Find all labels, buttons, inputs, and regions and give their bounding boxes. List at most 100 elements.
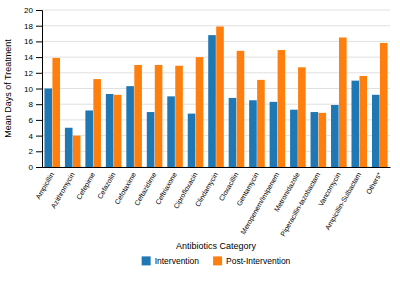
tick-mark	[36, 26, 42, 27]
tick-label: Others*	[365, 171, 383, 195]
bar	[126, 86, 134, 167]
tick: Azithromycin	[50, 171, 77, 210]
bar	[380, 43, 388, 167]
tick: 4	[29, 132, 42, 141]
bar	[175, 66, 183, 167]
tick-label: 12	[24, 69, 33, 78]
tick-mark	[36, 73, 42, 74]
tick: Piperacillin-tazobactam	[279, 171, 322, 238]
tick-mark	[36, 136, 42, 137]
bar	[167, 96, 175, 167]
tick: Ampicillin-Sulbactam	[324, 171, 363, 231]
tick-label: 10	[24, 85, 33, 94]
tick: 0	[29, 163, 42, 172]
legend-item: Intervention	[142, 256, 200, 266]
tick: 16	[24, 37, 42, 46]
tick: 18	[24, 22, 42, 31]
tick: Cefotaxime	[113, 171, 137, 205]
legend-swatch	[142, 256, 151, 265]
x-axis: AmpicillinAzithromycinCefepimeCefazolinC…	[34, 168, 390, 238]
grid-line	[42, 10, 390, 11]
tick-label: Cloxacillin	[218, 171, 240, 202]
tick-label: 18	[24, 22, 33, 31]
tick-label: 20	[24, 6, 33, 15]
bar	[147, 112, 155, 167]
tick-label: Ampicillin	[34, 171, 56, 201]
bar	[352, 81, 360, 167]
bar	[339, 37, 347, 167]
tick-mark	[36, 41, 42, 42]
tick-label: Piperacillin-tazobactam	[279, 171, 322, 238]
tick-label: 16	[24, 37, 33, 46]
tick: 20	[24, 6, 42, 15]
legend-swatch	[213, 256, 222, 265]
grid-line	[42, 41, 390, 42]
grid-line	[42, 72, 390, 73]
bar	[106, 94, 114, 167]
plot: 02468101214161820AmpicillinAzithromycinC…	[24, 6, 390, 238]
tick: 14	[24, 53, 42, 62]
tick: Cloxacillin	[218, 171, 240, 202]
y-axis-title: Mean Days of Treatment	[3, 39, 13, 138]
bar	[114, 95, 122, 167]
bar	[249, 100, 257, 167]
chart: 02468101214161820AmpicillinAzithromycinC…	[0, 0, 400, 287]
tick-label: 2	[29, 147, 34, 156]
tick: Others*	[365, 171, 383, 195]
tick-mark	[36, 120, 42, 121]
bar	[290, 110, 298, 167]
bars	[44, 26, 387, 167]
legend: Intervention Post-Intervention	[142, 256, 291, 266]
bar	[196, 57, 204, 167]
tick-label: Clindamycin	[194, 171, 220, 208]
bar	[44, 89, 52, 168]
bar	[73, 136, 81, 167]
tick: 6	[29, 116, 42, 125]
bar	[208, 35, 216, 167]
bar	[155, 65, 163, 167]
bar	[52, 58, 60, 167]
tick-label: Ampicillin-Sulbactam	[324, 171, 363, 231]
bar	[93, 79, 101, 167]
tick-label: 0	[29, 163, 34, 172]
bar	[229, 98, 237, 167]
series	[52, 26, 387, 167]
tick: Clindamycin	[194, 171, 220, 208]
tick-label: 8	[29, 100, 34, 109]
tick-label: Cefazolin	[96, 171, 117, 200]
tick: 8	[29, 100, 42, 109]
series	[44, 35, 379, 167]
tick-mark	[36, 104, 42, 105]
tick-label: 4	[29, 132, 34, 141]
legend-label: Intervention	[155, 256, 200, 266]
grid-line	[42, 57, 390, 58]
legend-label: Post-Intervention	[226, 256, 291, 266]
x-axis-title: Antibiotics Category	[176, 241, 257, 251]
tick: Cefazolin	[96, 171, 117, 200]
bar	[298, 67, 306, 167]
tick-label: Cefepime	[75, 171, 97, 201]
bar	[65, 128, 73, 167]
tick-label: Cefotaxime	[113, 171, 137, 205]
bar	[372, 95, 380, 167]
tick: 12	[24, 69, 42, 78]
tick-label: 6	[29, 116, 34, 125]
bar	[331, 105, 339, 167]
tick-mark	[36, 57, 42, 58]
grid-line	[42, 25, 390, 26]
axis-line	[36, 11, 43, 168]
bar	[270, 102, 278, 167]
legend-item: Post-Intervention	[213, 256, 291, 266]
y-axis: 0 2 4 6 8 10 12 14 16 18 20	[24, 6, 42, 172]
tick: 2	[29, 147, 42, 156]
tick-mark	[36, 151, 42, 152]
axis-line	[43, 167, 391, 168]
tick-label: 14	[24, 53, 33, 62]
bar	[257, 80, 265, 167]
bar	[216, 26, 224, 167]
bar	[188, 114, 196, 167]
bar	[237, 51, 245, 167]
bar	[359, 76, 367, 167]
tick-mark	[36, 89, 42, 90]
bar	[85, 110, 93, 167]
